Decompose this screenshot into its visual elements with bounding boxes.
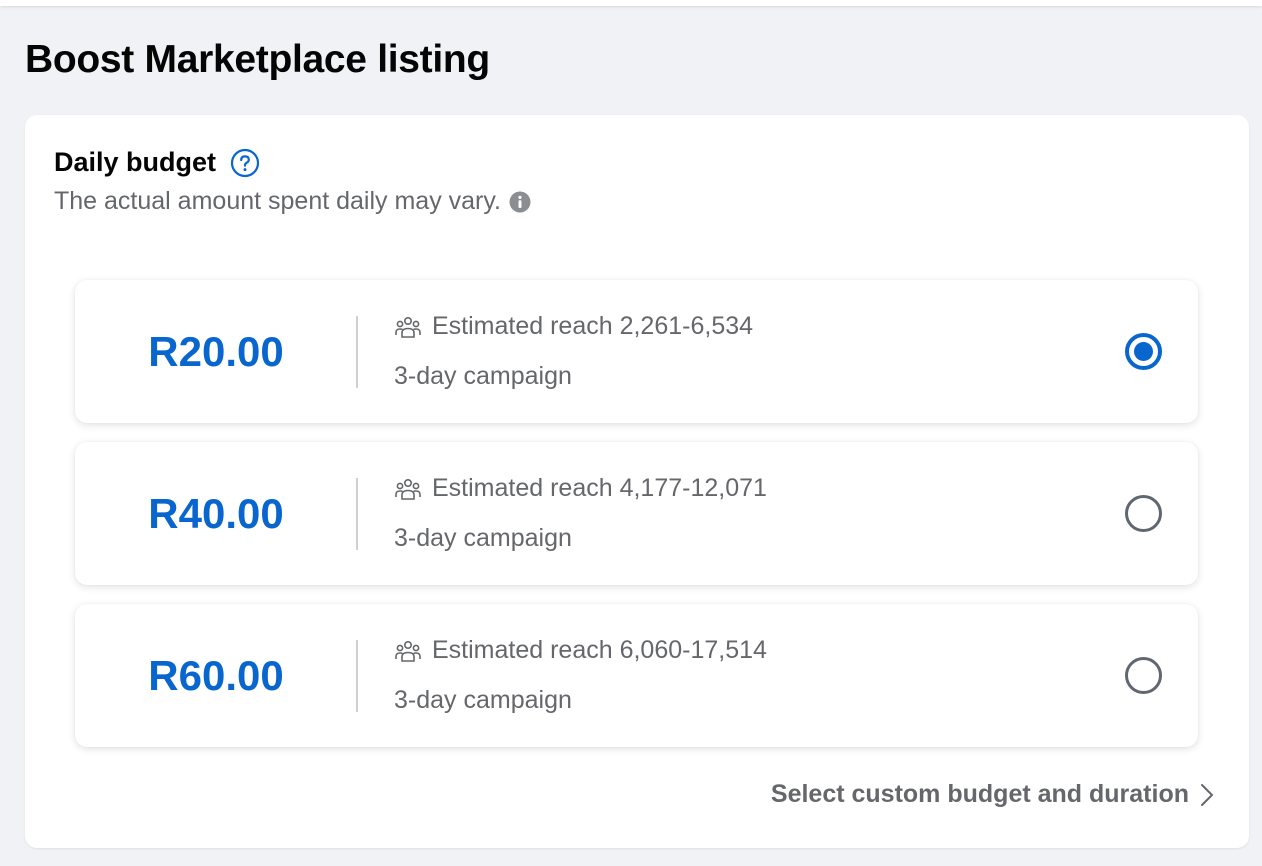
reach-text: Estimated reach 4,177-12,071 xyxy=(432,474,767,502)
budget-option-60[interactable]: R60.00 Estimated reach 6,060-17,514 3-da… xyxy=(75,604,1198,747)
chevron-right-icon xyxy=(1199,782,1215,808)
info-circle-icon[interactable] xyxy=(509,191,531,213)
budget-amount: R40.00 xyxy=(148,489,284,537)
divider xyxy=(356,316,358,388)
people-group-icon xyxy=(394,639,422,663)
top-bar xyxy=(0,0,1262,6)
reach-text: Estimated reach 2,261-6,534 xyxy=(432,312,754,340)
radio-button[interactable] xyxy=(1125,657,1162,694)
divider xyxy=(356,640,358,712)
daily-budget-label: Daily budget xyxy=(54,147,217,177)
budget-subtitle: The actual amount spent daily may vary. xyxy=(54,187,531,216)
budget-panel: Daily budget The actual amount spent dai… xyxy=(25,115,1249,848)
budget-option-40[interactable]: R40.00 Estimated reach 4,177-12,071 3-da… xyxy=(75,442,1198,585)
campaign-duration: 3-day campaign xyxy=(394,362,572,390)
divider xyxy=(356,478,358,550)
estimated-reach: Estimated reach 6,060-17,514 xyxy=(394,636,767,665)
budget-amount: R60.00 xyxy=(148,651,284,699)
custom-budget-label: Select custom budget and duration xyxy=(770,780,1189,808)
budget-subtitle-text: The actual amount spent daily may vary. xyxy=(54,187,501,215)
budget-option-20[interactable]: R20.00 Estimated reach 2,261-6,534 3-day… xyxy=(75,280,1198,423)
people-group-icon xyxy=(394,477,422,501)
page-title: Boost Marketplace listing xyxy=(25,38,490,81)
radio-button-selected[interactable] xyxy=(1125,333,1162,370)
question-circle-icon[interactable] xyxy=(230,148,260,178)
reach-text: Estimated reach 6,060-17,514 xyxy=(432,636,767,664)
people-group-icon xyxy=(394,315,422,339)
estimated-reach: Estimated reach 2,261-6,534 xyxy=(394,312,753,341)
campaign-duration: 3-day campaign xyxy=(394,686,572,714)
campaign-duration: 3-day campaign xyxy=(394,524,572,552)
estimated-reach: Estimated reach 4,177-12,071 xyxy=(394,474,767,503)
daily-budget-heading: Daily budget xyxy=(54,147,260,178)
custom-budget-link[interactable]: Select custom budget and duration xyxy=(771,780,1215,809)
radio-button[interactable] xyxy=(1125,495,1162,532)
budget-amount: R20.00 xyxy=(148,327,284,375)
